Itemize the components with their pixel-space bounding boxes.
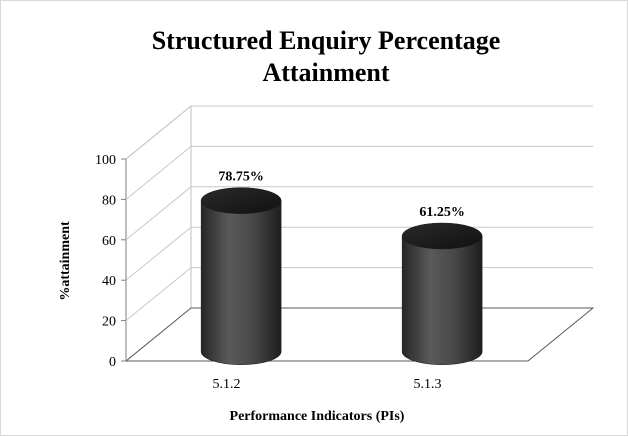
y-axis-title: %attainment	[58, 221, 73, 301]
y-tick-label: 0	[109, 355, 116, 370]
y-tick-label: 60	[102, 234, 116, 249]
y-tick-label: 100	[95, 153, 116, 168]
chart-title-line-2: Attainment	[262, 58, 389, 87]
x-tick-label: 5.1.2	[213, 377, 241, 392]
x-tick-label: 5.1.3	[414, 377, 442, 392]
bar-top	[200, 187, 282, 214]
data-label: 78.75%	[218, 170, 264, 185]
floor	[124, 307, 595, 362]
gridlines	[125, 105, 593, 321]
bar-top	[401, 222, 483, 250]
gridline	[125, 105, 593, 160]
gridline	[125, 145, 593, 200]
gridline	[125, 226, 593, 281]
bar-5.1.3	[401, 222, 483, 365]
bar-body	[401, 235, 483, 365]
y-tick-label: 80	[102, 193, 116, 208]
gridline	[125, 267, 593, 321]
y-axis-ticks: 0 20 40 60 80 100	[95, 153, 126, 370]
plot-walls	[124, 105, 595, 362]
bars	[200, 187, 483, 365]
chart-title-line-1: Structured Enquiry Percentage	[152, 26, 501, 55]
data-labels: 78.75% 61.25%	[218, 170, 465, 220]
bar-body	[200, 200, 282, 365]
gridline	[125, 186, 593, 241]
bar-5.1.2	[200, 187, 282, 365]
x-axis-title: Performance Indicators (PIs)	[230, 409, 405, 424]
y-tick-label: 20	[102, 315, 116, 330]
side-wall	[125, 105, 192, 361]
x-axis-ticks: 5.1.2 5.1.3	[213, 377, 442, 392]
y-tick-label: 40	[102, 274, 116, 289]
data-label: 61.25%	[419, 205, 465, 220]
